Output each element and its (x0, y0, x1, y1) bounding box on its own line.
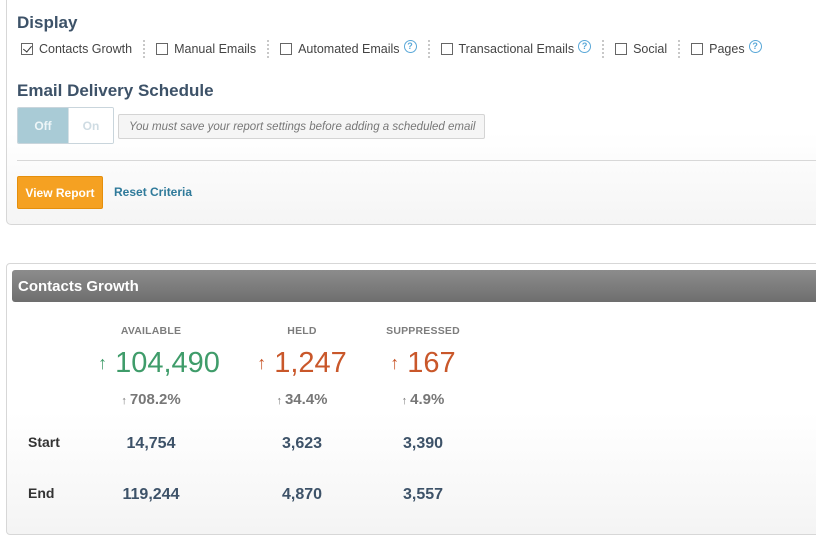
schedule-title: Email Delivery Schedule (17, 81, 214, 100)
arrow-up-icon: ↑ (121, 395, 127, 407)
separator (602, 40, 605, 58)
option-label: Transactional Emails (458, 42, 575, 56)
column-header-available: AVAILABLE (120, 325, 182, 337)
report-settings-panel (6, 0, 816, 225)
help-icon[interactable]: ? (403, 39, 417, 53)
held-percent: ↑ 34.4% (232, 391, 372, 408)
arrow-up-icon: ↑ (257, 353, 267, 373)
display-options: Contacts Growth Manual Emails Automated … (21, 39, 762, 58)
percent-value: 4.9% (410, 391, 445, 408)
contacts-growth-header: Contacts Growth (12, 270, 816, 302)
separator (678, 40, 681, 58)
suppressed-value: ↑ 167 (338, 347, 508, 380)
start-available: 14,754 (126, 435, 176, 452)
schedule-note: You must save your report settings befor… (118, 114, 485, 139)
arrow-up-icon: ↑ (276, 395, 282, 407)
column-header-held: HELD (287, 325, 317, 337)
arrow-up-icon: ↑ (401, 395, 408, 407)
column-header-suppressed: SUPPRESSED (386, 325, 460, 337)
available-count: 104,490 (115, 347, 220, 379)
available-value: ↑ 104,490 (74, 347, 244, 380)
manual-emails-checkbox[interactable] (156, 43, 169, 55)
suppressed-percent: ↑ 4.9% (353, 391, 493, 408)
arrow-up-icon: ↑ (98, 353, 108, 373)
arrow-up-icon: ↑ (390, 353, 400, 373)
option-label: Contacts Growth (39, 42, 133, 56)
separator (267, 40, 270, 58)
option-manual-emails[interactable]: Manual Emails (156, 42, 256, 56)
toggle-off-option[interactable]: Off (18, 108, 68, 143)
end-suppressed: 3,557 (402, 486, 444, 503)
pages-checkbox[interactable] (691, 43, 704, 55)
option-transactional-emails[interactable]: Transactional Emails ? (440, 39, 592, 56)
toggle-on-option[interactable]: On (68, 108, 113, 143)
separator (427, 40, 430, 58)
social-checkbox[interactable] (615, 43, 628, 55)
available-percent: ↑ 708.2% (81, 391, 221, 408)
reset-criteria-link[interactable]: Reset Criteria (114, 185, 193, 199)
help-icon[interactable]: ? (578, 39, 592, 53)
start-suppressed: 3,390 (402, 435, 444, 452)
end-available: 119,244 (122, 486, 180, 503)
schedule-toggle[interactable]: Off On (17, 107, 114, 144)
option-label: Manual Emails (174, 42, 257, 56)
contacts-growth-checkbox[interactable] (21, 43, 33, 55)
display-title: Display (17, 13, 78, 32)
automated-emails-checkbox[interactable] (280, 43, 293, 55)
percent-value: 708.2% (129, 391, 181, 408)
suppressed-count: 167 (407, 347, 456, 379)
option-label: Pages (709, 42, 745, 56)
option-automated-emails[interactable]: Automated Emails ? (280, 39, 417, 56)
option-pages[interactable]: Pages ? (691, 39, 762, 56)
end-row-label: End (28, 485, 55, 501)
option-label: Automated Emails (298, 42, 400, 56)
contacts-growth-panel: Contacts Growth AVAILABLE HELD SUPPRESSE… (6, 263, 816, 535)
help-icon[interactable]: ? (748, 39, 762, 53)
transactional-emails-checkbox[interactable] (440, 43, 453, 55)
option-label: Social (633, 42, 668, 56)
separator (143, 40, 146, 58)
option-social[interactable]: Social (615, 42, 667, 56)
end-held: 4,870 (281, 486, 323, 503)
divider (17, 160, 816, 161)
held-count: 1,247 (274, 347, 347, 379)
start-row-label: Start (28, 434, 60, 450)
start-held: 3,623 (281, 435, 323, 452)
view-report-button[interactable]: View Report (17, 176, 103, 209)
option-contacts-growth[interactable]: Contacts Growth (21, 42, 132, 56)
held-value: ↑ 1,247 (217, 347, 387, 380)
percent-value: 34.4% (284, 391, 328, 408)
